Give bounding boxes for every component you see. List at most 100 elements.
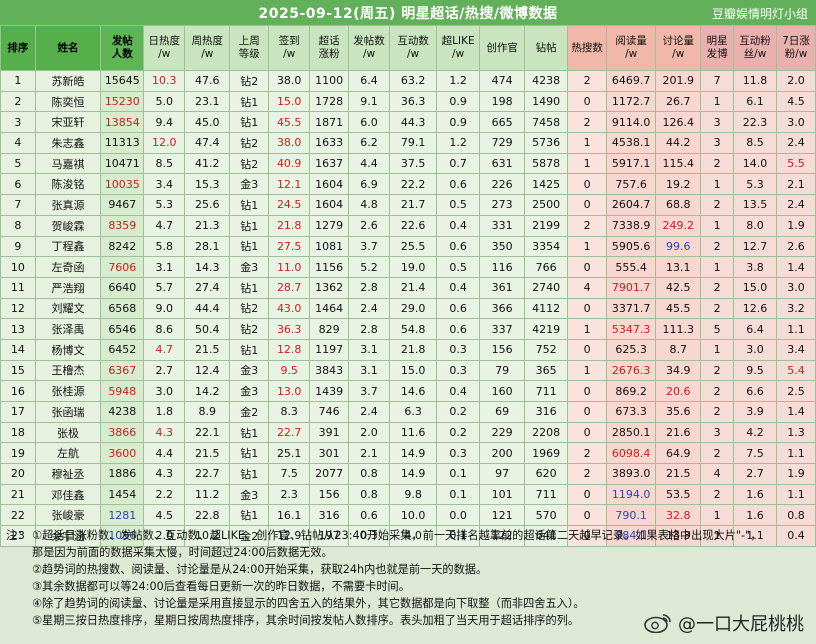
cell-creator: 97 <box>479 463 526 485</box>
cell-weekly: 21.5 <box>184 442 231 465</box>
cell-posts: 4.4 <box>348 152 391 175</box>
cell-read: 2604.7 <box>606 194 657 216</box>
cell-read: 5347.3 <box>606 318 657 340</box>
cell-interact: 21.8 <box>389 338 438 361</box>
cell-weekly: 15.3 <box>184 173 231 196</box>
cell-gain: 4.5 <box>776 90 816 113</box>
cell-ifans: 13.5 <box>733 194 778 216</box>
credit-label: 豆瓣娱情明灯小组 <box>711 7 808 21</box>
cell-level: 金3 <box>229 483 270 506</box>
cell-name: 丁程鑫 <box>34 235 102 258</box>
cell-level: 金3 <box>229 173 270 196</box>
cell-posts: 3.1 <box>348 338 391 361</box>
cell-checkin: 16.1 <box>268 504 311 527</box>
cell-star: 1 <box>700 214 735 237</box>
cell-hot: 0 <box>567 483 608 506</box>
column-header-text: 互动数 <box>397 35 429 47</box>
cell-star: 2 <box>700 483 735 506</box>
cell-ifans: 8.0 <box>733 214 778 237</box>
cell-rank: 17 <box>0 401 36 423</box>
cell-posts: 2.4 <box>348 297 391 320</box>
cell-daily: 2.0 <box>143 525 186 547</box>
column-header: 发帖 人数 <box>100 25 145 71</box>
cell-daily: 3.4 <box>143 173 186 196</box>
table-row: 10 左奇函 7606 3.1 14.3 金3 11.0 1156 5.2 19.0 0.5 116 7… <box>0 256 816 278</box>
cell-star: 3 <box>700 132 735 154</box>
cell-checkin: 38.0 <box>268 70 311 92</box>
cell-star: 5 <box>700 318 735 340</box>
cell-discuss: 42.5 <box>655 276 702 299</box>
cell-interact: 6.3 <box>389 401 438 423</box>
cell-posts: 4.8 <box>348 194 391 216</box>
cell-post: 6546 <box>100 318 145 340</box>
column-header-text: /w <box>201 48 214 60</box>
cell-star: 3 <box>700 421 735 444</box>
note-3: ③其余数据都可以等24:00后查看每日更新一次的昨日数据，不需要卡时间。 <box>32 580 410 593</box>
cell-discuss: 126.4 <box>655 111 702 134</box>
cell-star: 3 <box>700 111 735 134</box>
cell-read: 5905.6 <box>606 235 657 258</box>
table-row: 18 张极 3866 4.3 22.1 钻1 22.7 391 2.0 11.6 0.2 229 220… <box>0 421 816 444</box>
column-header-text: 姓名 <box>57 41 79 54</box>
cell-discuss: 111.3 <box>655 318 702 340</box>
column-header: 上周 等级 <box>229 25 270 71</box>
cell-daily: 2.7 <box>143 359 186 382</box>
cell-level: 钻1 <box>229 214 270 237</box>
cell-discuss: 44.2 <box>655 132 702 154</box>
cell-rank: 13 <box>0 318 36 340</box>
cell-read: 9114.0 <box>606 111 657 134</box>
cell-post: 6452 <box>100 338 145 361</box>
cell-discuss: 21.5 <box>655 463 702 485</box>
table-row: 9 丁程鑫 8242 5.8 28.1 钻1 27.5 1081 3.7 25.5 0.6 350 33… <box>0 235 816 258</box>
cell-creator: 69 <box>479 401 526 423</box>
cell-level: 钻1 <box>229 111 270 134</box>
cell-read: 3371.7 <box>606 297 657 320</box>
cell-star: 1 <box>700 90 735 113</box>
cell-gain: 3.4 <box>776 338 816 361</box>
cell-diamond: 2208 <box>524 421 569 444</box>
column-header-text: /w <box>452 48 465 60</box>
cell-post: 5948 <box>100 380 145 402</box>
cell-fans: 1464 <box>309 297 350 320</box>
cell-creator: 631 <box>479 152 526 175</box>
cell-weekly: 22.7 <box>184 463 231 485</box>
cell-ifans: 12.7 <box>733 235 778 258</box>
column-header: 讨论量/w <box>655 25 702 71</box>
cell-diamond: 1490 <box>524 90 569 113</box>
table-row: 13 张泽禹 6546 8.6 50.4 钻2 36.3 829 2.8 54.8 0.6 337 42… <box>0 318 816 340</box>
cell-gain: 0.8 <box>776 504 816 527</box>
cell-fans: 1637 <box>309 152 350 175</box>
cell-like: 0.4 <box>436 276 481 299</box>
cell-posts: 6.4 <box>348 70 391 92</box>
cell-level: 钻1 <box>229 338 270 361</box>
cell-daily: 12.0 <box>143 132 186 154</box>
cell-posts: 2.6 <box>348 214 391 237</box>
cell-hot: 0 <box>567 90 608 113</box>
cell-gain: 5.4 <box>776 359 816 382</box>
note-2: ②趋势词的热搜数、阅读量、讨论量是从24:00开始采集，获取24h内也就是前一天… <box>32 563 488 576</box>
cell-diamond: 1969 <box>524 442 569 465</box>
column-header: 周热度/w <box>184 25 231 71</box>
cell-like: 0.0 <box>436 504 481 527</box>
cell-rank: 23 <box>0 525 36 547</box>
cell-name: 贺峻霖 <box>34 214 102 237</box>
cell-rank: 14 <box>0 338 36 361</box>
cell-checkin: 9.5 <box>268 359 311 382</box>
cell-hot: 1 <box>567 235 608 258</box>
cell-ifans: 1.6 <box>733 504 778 527</box>
table-row: 7 张真源 9467 5.3 25.6 钻1 24.5 1604 4.8 21.7 0.5 273 25… <box>0 194 816 216</box>
cell-rank: 8 <box>0 214 36 237</box>
cell-interact: 14.6 <box>389 380 438 402</box>
cell-level: 金3 <box>229 380 270 402</box>
cell-checkin: 12.8 <box>268 338 311 361</box>
column-header: 创作官 <box>479 25 526 71</box>
cell-hot: 4 <box>567 276 608 299</box>
cell-interact: 10.0 <box>389 504 438 527</box>
cell-posts: 6.2 <box>348 132 391 154</box>
cell-ifans: 15.0 <box>733 276 778 299</box>
cell-hot: 1 <box>567 359 608 382</box>
column-header-text: 签到 <box>278 35 300 47</box>
cell-gain: 2.4 <box>776 132 816 154</box>
cell-daily: 5.8 <box>143 235 186 258</box>
cell-interact: 36.3 <box>389 90 438 113</box>
